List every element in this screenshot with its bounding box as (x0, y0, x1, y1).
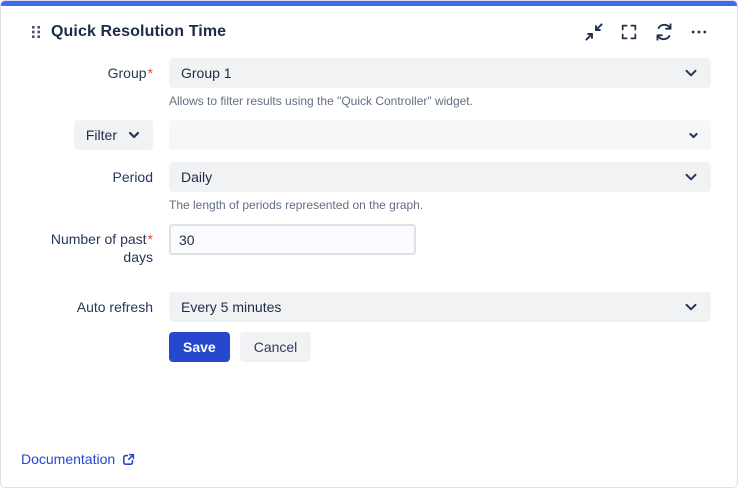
drag-handle-icon (32, 26, 40, 38)
period-help-text: The length of periods represented on the… (169, 198, 424, 212)
drag-handle[interactable] (29, 24, 43, 40)
required-asterisk: * (147, 65, 153, 81)
past-days-row: Number of past* days (17, 224, 737, 266)
period-select[interactable]: Daily (169, 162, 711, 192)
more-button[interactable] (687, 20, 711, 44)
group-row: Group* Group 1 Allows to filter results … (17, 58, 737, 108)
gadget-footer: Documentation (21, 451, 136, 469)
chevron-down-icon (683, 169, 699, 185)
config-form: Group* Group 1 Allows to filter results … (1, 58, 737, 362)
chevron-down-icon (683, 65, 699, 81)
auto-refresh-select-value: Every 5 minutes (181, 299, 282, 315)
chevron-down-icon (128, 131, 140, 139)
filter-row: Filter (17, 120, 737, 150)
collapse-icon (585, 23, 603, 41)
gadget-toolbar (582, 20, 711, 44)
collapse-button[interactable] (582, 20, 606, 44)
period-select-value: Daily (181, 169, 213, 185)
group-help-text: Allows to filter results using the "Quic… (169, 94, 473, 108)
cancel-button[interactable]: Cancel (239, 332, 312, 362)
fullscreen-button[interactable] (617, 20, 641, 44)
past-days-label: Number of past* days (50, 231, 153, 265)
more-icon (691, 30, 707, 34)
chevron-down-icon (683, 299, 699, 315)
required-asterisk: * (147, 231, 153, 247)
documentation-link[interactable]: Documentation (21, 451, 136, 467)
fullscreen-icon (621, 24, 637, 40)
group-select[interactable]: Group 1 (169, 58, 711, 88)
chevron-down-icon (688, 130, 699, 141)
refresh-button[interactable] (652, 20, 676, 44)
filter-button-label: Filter (85, 127, 117, 143)
documentation-link-label: Documentation (21, 451, 116, 467)
gadget-title: Quick Resolution Time (51, 23, 227, 40)
actions-row: Save Cancel (17, 332, 737, 362)
refresh-icon (656, 23, 672, 41)
period-row: Period Daily The length of periods repre… (17, 162, 737, 212)
filter-dropdown-button[interactable]: Filter (73, 120, 153, 150)
filter-select[interactable] (169, 120, 711, 150)
group-label: Group* (107, 65, 153, 81)
auto-refresh-select[interactable]: Every 5 minutes (169, 292, 711, 322)
accent-bar (1, 1, 737, 6)
save-button[interactable]: Save (169, 332, 230, 362)
auto-refresh-row: Auto refresh Every 5 minutes (17, 292, 737, 322)
auto-refresh-label: Auto refresh (76, 299, 153, 315)
past-days-input[interactable] (169, 224, 416, 255)
group-select-value: Group 1 (181, 65, 232, 81)
gadget-header: Quick Resolution Time (1, 6, 737, 58)
period-label: Period (112, 169, 153, 185)
external-link-icon (123, 453, 135, 465)
